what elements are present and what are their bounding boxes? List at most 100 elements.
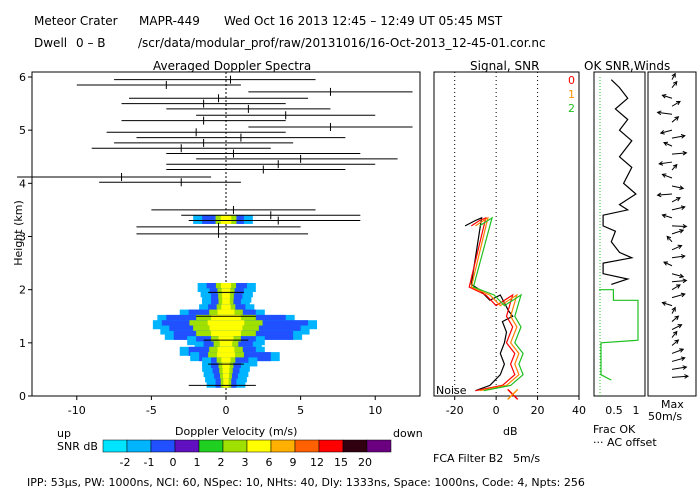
spectra-panel: 0 1 2 3 4 5 6 -10 -5 0 5 10 <box>17 71 421 417</box>
y-tick-label: 0 <box>19 390 26 403</box>
wind-vector <box>660 129 673 134</box>
wind-arrowhead <box>679 185 685 191</box>
echo-peak <box>217 346 235 356</box>
wind-vector <box>666 236 673 243</box>
wind-vector <box>671 331 678 338</box>
wind-vector <box>671 324 682 330</box>
wind-vector <box>671 284 681 291</box>
wind-arrowhead <box>661 301 667 306</box>
colorbar-tick-label: 12 <box>310 456 324 469</box>
echo-peak <box>220 283 232 293</box>
wind-arrowhead <box>679 273 685 279</box>
wind-vector <box>663 261 673 267</box>
dwell-value: 0 – B <box>76 36 106 50</box>
legend-entry-1: 1 <box>568 88 575 101</box>
file-path: /scr/data/modular_prof/raw/20131016/16-O… <box>138 36 546 50</box>
fca-filter-label: FCA Filter B2 <box>433 452 504 465</box>
colorbar-down-label: down <box>393 427 423 440</box>
fca-filter-value: 5m/s <box>513 452 541 465</box>
wind-vector <box>662 94 673 99</box>
wind-vector <box>659 161 673 165</box>
colorbar-swatch <box>246 439 272 453</box>
wind-max-label: Max <box>661 398 684 411</box>
wind-vector <box>671 273 684 278</box>
wind-arrowhead <box>682 223 688 229</box>
echo-peak <box>223 373 229 383</box>
signal-snr-title: Signal, SNR <box>470 59 540 73</box>
wind-vector <box>671 152 687 155</box>
colorbar-swatch <box>342 439 368 453</box>
ok-frame <box>593 71 646 397</box>
colorbar-tick-label: 6 <box>266 456 273 469</box>
wind-vector <box>671 73 676 80</box>
wind-arrowhead <box>671 306 676 312</box>
wind-frame <box>647 71 697 397</box>
y-tick-label: 3 <box>19 231 26 244</box>
echo-peak <box>219 341 233 351</box>
instrument-id: MAPR-449 <box>139 14 200 28</box>
wind-max-value: 50m/s <box>648 410 683 423</box>
db-tick-label: -20 <box>446 404 464 417</box>
wind-arrowhead <box>680 205 686 210</box>
echo-peak <box>207 320 245 330</box>
wind-vector <box>671 245 682 251</box>
wind-vector <box>671 366 687 370</box>
colorbar-swatch <box>126 439 152 453</box>
db-tick-label: 40 <box>572 404 586 417</box>
dwell-label: Dwell <box>34 36 68 50</box>
wind-arrowhead <box>671 72 676 78</box>
frac-tick-label: 0.5 <box>605 404 623 417</box>
noise-marker <box>507 388 519 400</box>
signal-frame <box>433 71 580 397</box>
wind-arrowhead <box>672 80 678 86</box>
wind-arrowhead <box>663 261 669 266</box>
echo-peak <box>217 352 235 362</box>
echo-peak <box>211 330 241 340</box>
signal-panel: -20 0 20 40 <box>433 71 586 417</box>
wind-arrowhead <box>661 173 667 178</box>
wind-arrowhead <box>661 93 667 99</box>
wind-arrowhead <box>684 374 690 379</box>
wind-arrowhead <box>677 324 683 329</box>
wind-vector <box>662 302 673 307</box>
radar-parameters: IPP: 53μs, PW: 1000ns, NCI: 60, NSpec: 1… <box>27 476 585 489</box>
colorbar-swatch <box>222 439 248 453</box>
wind-vector <box>671 225 687 227</box>
colorbar-swatch <box>102 439 128 453</box>
wind-arrowhead <box>656 110 662 116</box>
colorbar-tick-label: -1 <box>144 456 155 469</box>
wind-arrowhead <box>679 228 685 234</box>
echo-peak <box>223 378 229 388</box>
legend-entry-0: 0 <box>568 74 575 87</box>
wind-vector <box>662 214 673 219</box>
frac-ok-label: Frac OK <box>593 423 636 436</box>
colorbar-tick-label: -2 <box>120 456 131 469</box>
wind-arrowhead <box>663 141 669 147</box>
wind-vector <box>671 375 689 378</box>
wind-arrowhead <box>679 348 685 353</box>
wind-vector <box>671 164 678 171</box>
colorbar-up-label: up <box>57 427 71 440</box>
wind-vector <box>663 142 673 147</box>
wind-arrowhead <box>656 192 662 198</box>
echo-peak <box>221 304 231 314</box>
wind-arrowhead <box>682 278 688 284</box>
wind-vector <box>671 116 679 123</box>
frac-tick-label: 1 <box>633 404 640 417</box>
y-tick-label: 1 <box>19 337 26 350</box>
x-tick-label: 10 <box>368 404 382 417</box>
wind-arrowhead <box>661 213 667 219</box>
wind-arrowhead <box>682 365 688 370</box>
wind-arrowhead <box>658 161 664 166</box>
colorbar-swatch <box>366 439 392 453</box>
colorbar-swatch <box>150 439 176 453</box>
frac-ok-profile <box>599 289 639 381</box>
wind-arrowhead <box>674 339 680 345</box>
wind-panel <box>647 71 697 397</box>
colorbar-tick-label: 0 <box>170 456 177 469</box>
wind-vector <box>671 206 685 211</box>
station-name: Meteor Crater <box>34 14 118 28</box>
colorbar-swatch <box>270 439 296 453</box>
